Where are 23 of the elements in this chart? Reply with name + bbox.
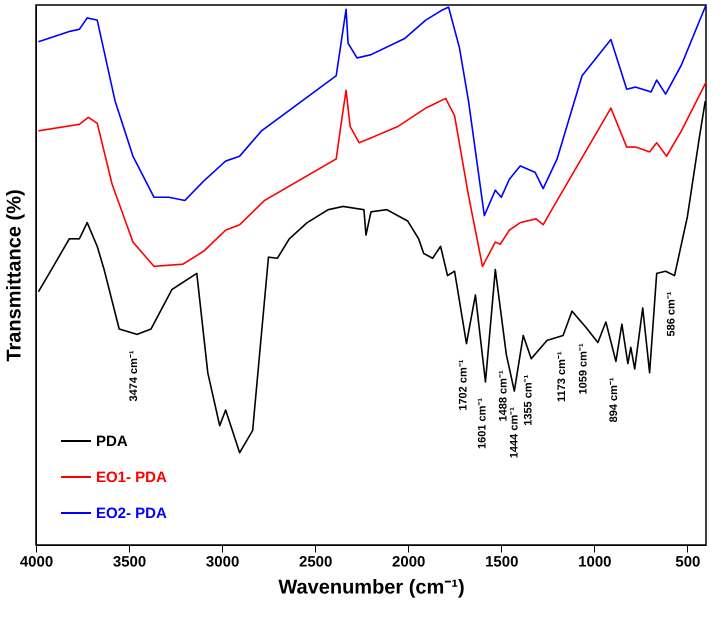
annotation: 586 cm⁻¹ (665, 291, 678, 337)
legend-label: PDA (96, 433, 128, 450)
legend-label: EO1- PDA (96, 469, 168, 486)
y-axis-title: Transmittance (%) (4, 189, 26, 362)
annotation: 1702 cm⁻¹ (458, 359, 470, 411)
x-tick-label: 3000 (206, 554, 240, 570)
x-tick-label: 1500 (485, 554, 518, 570)
annotation: 894 cm⁻¹ (608, 377, 620, 422)
x-tick-label: 1000 (578, 554, 612, 570)
x-axis-title: Wavenumber (cm⁻¹) (278, 576, 465, 598)
x-tick-label: 2500 (298, 554, 332, 570)
annotation: 1059 cm⁻¹ (577, 343, 590, 394)
x-tick-label: 4000 (20, 554, 54, 570)
annotation: 1601 cm⁻¹ (476, 398, 488, 450)
legend-label: EO2- PDA (96, 505, 168, 522)
annotation: 1173 cm⁻¹ (556, 351, 568, 402)
annotation: 3474 cm⁻¹ (128, 350, 140, 402)
x-tick-label: 500 (675, 554, 700, 570)
x-tick-label: 2000 (392, 554, 426, 570)
x-tick-label: 3500 (112, 554, 146, 570)
annotation: 1444 cm⁻¹ (508, 406, 521, 458)
annotation: 1355 cm⁻¹ (522, 374, 534, 426)
annotation: 1488 cm⁻¹ (498, 370, 510, 422)
